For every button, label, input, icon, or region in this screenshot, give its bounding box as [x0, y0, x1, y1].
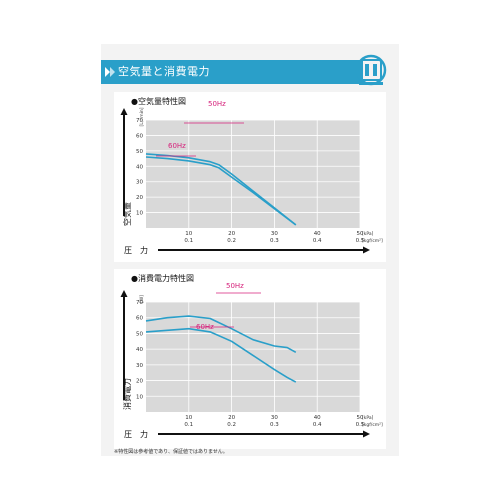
x-axis-label: 圧 力 — [124, 245, 148, 255]
series-line-60hz — [145, 327, 297, 383]
x-tick-secondary-label: 0.5 — [356, 238, 365, 244]
x-tick-secondary-label: 0.4 — [313, 422, 322, 428]
y-tick-label: 10 — [136, 211, 143, 217]
x-tick-secondary-label: 0.2 — [227, 422, 236, 428]
x-tick-label: 40 — [314, 231, 321, 237]
x-tick-secondary-label: 0.4 — [313, 238, 322, 244]
y-tick-label: 60 — [136, 316, 143, 322]
header-arrows-icon — [105, 67, 115, 77]
y-unit-label: [W] — [139, 295, 145, 303]
x-axis-arrow-head — [363, 430, 370, 438]
y-tick-label: 30 — [136, 363, 143, 369]
x-tick-label: 10 — [185, 231, 192, 237]
x-unit-primary: [kPa] — [362, 415, 374, 421]
series-line-60hz — [145, 156, 297, 226]
y-axis-arrow-head — [120, 108, 128, 115]
x-tick-label: 10 — [185, 415, 192, 421]
y-tick-label: 70 — [136, 300, 143, 306]
y-axis-arrow-head — [120, 290, 128, 297]
y-tick-label: 60 — [136, 133, 143, 139]
y-axis-label: 空気量 — [122, 202, 132, 226]
y-axis-label: 消費電力 — [122, 378, 132, 410]
x-tick-label: 20 — [228, 231, 235, 237]
annotation-label: 60Hz — [168, 142, 186, 150]
power-consumption-panel: ●消費電力特性図 10 20 30 40 50 60 70 10 0.1 20 0.2 30 0.3 40… — [114, 269, 386, 449]
y-tick-label: 70 — [136, 118, 143, 124]
y-tick-label: 50 — [136, 149, 143, 155]
x-tick-secondary-label: 0.5 — [356, 422, 365, 428]
x-axis-label: 圧 力 — [124, 429, 148, 439]
x-tick-secondary-label: 0.1 — [184, 422, 193, 428]
y-tick-label: 20 — [136, 195, 143, 201]
annotation-label: 60Hz — [196, 323, 214, 331]
y-tick-label: 40 — [136, 164, 143, 170]
x-tick-secondary-label: 0.3 — [270, 238, 279, 244]
y-tick-label: 40 — [136, 347, 143, 353]
y-unit-label: [L／min] — [139, 107, 145, 126]
x-tick-label: 30 — [271, 231, 278, 237]
x-tick-secondary-label: 0.3 — [270, 422, 279, 428]
footnote: ※特性図は参考値であり、保証値ではありません。 — [114, 449, 228, 455]
x-unit-secondary: [kgf/cm²] — [362, 238, 383, 244]
x-unit-primary: [kPa] — [362, 231, 374, 237]
plot-area — [146, 120, 360, 228]
air-flow-chart-title: ●空気量特性図 — [131, 97, 186, 106]
y-tick-label: 20 — [136, 379, 143, 385]
air-flow-chart: 10203040506070100.1200.2300.3400.4500.5[… — [120, 100, 383, 255]
y-tick-label: 30 — [136, 180, 143, 186]
section-title: 空気量と消費電力 — [118, 65, 210, 78]
x-tick-label: 20 — [228, 415, 235, 421]
annotation-label: 50Hz — [226, 282, 244, 290]
blower-pump-icon — [355, 54, 387, 86]
y-tick-label: 50 — [136, 331, 143, 337]
section-header: 空気量と消費電力 — [101, 60, 363, 84]
x-tick-secondary-label: 0.1 — [184, 238, 193, 244]
x-unit-secondary: [kgf/cm²] — [362, 422, 383, 428]
x-tick-label: 40 — [314, 415, 321, 421]
annotation-label: 50Hz — [208, 100, 226, 108]
y-tick-label: 10 — [136, 394, 143, 400]
x-axis-arrow-head — [363, 246, 370, 254]
air-flow-panel: ●空気量特性図 10 20 30 40 50 60 70 10 0.1 20 0.2 30 0.3 40 0… — [114, 92, 386, 262]
product-spec-page: 空気量と消費電力 ●空気量特性図 10 20 30 40 50 60 70 10 0.1 20 0.… — [101, 44, 399, 456]
power-chart-title: ●消費電力特性図 — [131, 274, 194, 283]
x-tick-label: 30 — [271, 415, 278, 421]
plot-area — [146, 302, 360, 412]
x-tick-secondary-label: 0.2 — [227, 238, 236, 244]
x-tick-label: 50 — [357, 415, 364, 421]
x-tick-label: 50 — [357, 231, 364, 237]
series-line-50hz — [145, 315, 297, 354]
power-consumption-chart: 10203040506070100.1200.2300.3400.4500.5[… — [120, 282, 383, 439]
